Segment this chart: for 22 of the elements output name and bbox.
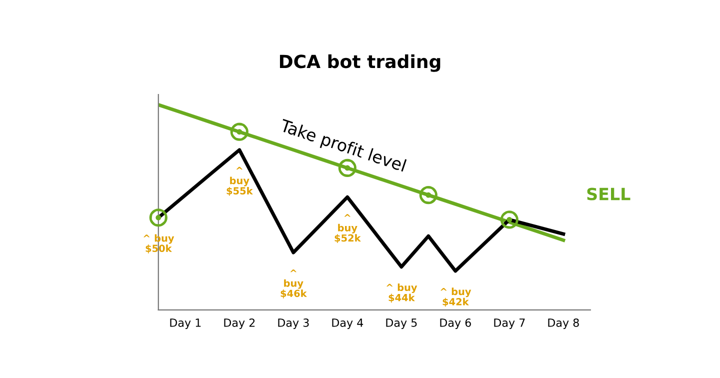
- point: [500, 210, 518, 229]
- x-tick-label: Day 4: [332, 318, 364, 330]
- annotation: ^ buy $52k: [334, 214, 361, 243]
- annotation: ^ buy $50k: [144, 234, 174, 254]
- annotation: ^ buy $46k: [280, 269, 307, 298]
- annotation: ^ buy $42k: [440, 288, 472, 307]
- point: [230, 122, 248, 141]
- point: [419, 186, 438, 204]
- x-tick-label: Day 6: [440, 318, 471, 330]
- x-tick-label: Day 1: [170, 318, 201, 330]
- point: [338, 158, 356, 178]
- x-tick-label: Day 8: [548, 318, 579, 330]
- x-tick-label: Day 3: [278, 318, 309, 330]
- x-tick-label: Day 7: [494, 318, 525, 330]
- x-tick-label: Day 5: [386, 318, 417, 330]
- text: Take profit level: [278, 118, 407, 175]
- point: [149, 208, 168, 227]
- annotation: SELL: [587, 188, 630, 200]
- annotation: ^ buy $55k: [226, 166, 253, 196]
- annotation: ^ buy $44k: [386, 284, 418, 303]
- chart-title: DCA bot trading: [280, 54, 440, 72]
- x-tick-label: Day 2: [224, 318, 255, 330]
